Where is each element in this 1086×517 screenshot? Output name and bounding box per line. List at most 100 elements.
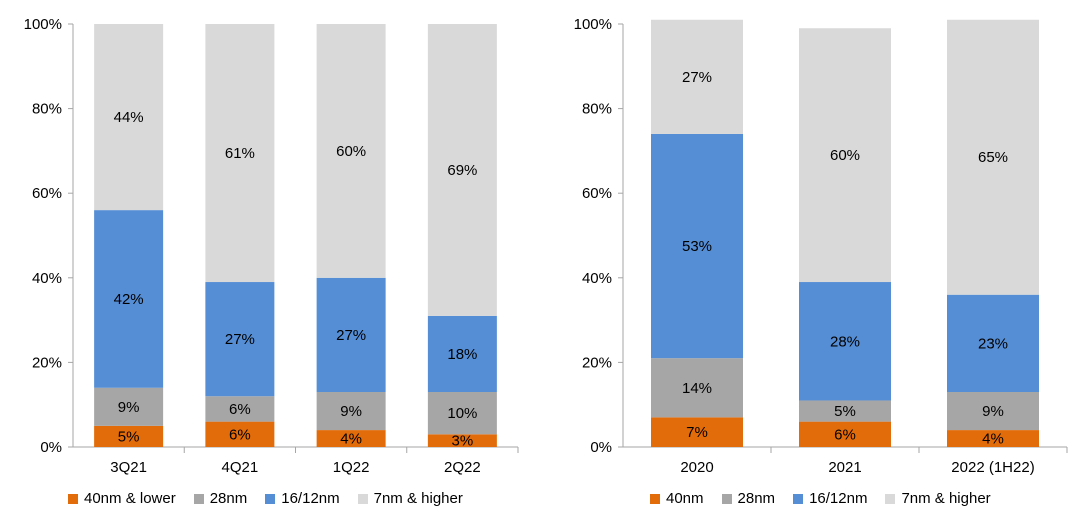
data-label: 28% bbox=[830, 333, 860, 350]
data-label: 6% bbox=[229, 401, 251, 418]
bar-segment bbox=[316, 392, 386, 431]
bar-segment bbox=[799, 28, 891, 283]
data-label: 18% bbox=[447, 346, 477, 363]
bar-segment bbox=[947, 430, 1039, 447]
legend-right-chart: 40nm 28nm 16/12nm 7nm & higher bbox=[650, 490, 1009, 508]
data-label: 9% bbox=[118, 399, 140, 416]
data-label: 4% bbox=[982, 431, 1004, 448]
bar-segment bbox=[947, 19, 1039, 295]
data-label: 10% bbox=[447, 405, 477, 422]
bar-segment bbox=[427, 24, 497, 316]
data-label: 6% bbox=[834, 426, 856, 443]
legend-label: 7nm & higher bbox=[901, 490, 991, 507]
legend-swatch bbox=[265, 494, 276, 504]
data-label: 69% bbox=[447, 162, 477, 179]
bar-segment bbox=[651, 19, 743, 134]
legend-swatch bbox=[357, 494, 368, 504]
data-label: 4% bbox=[340, 431, 362, 448]
legend-label: 40nm bbox=[666, 490, 704, 507]
bar-segment bbox=[947, 392, 1039, 431]
x-tick-label: 4Q21 bbox=[222, 459, 259, 476]
legend-label: 40nm & lower bbox=[84, 490, 176, 507]
bar-segment bbox=[205, 421, 275, 447]
legend-label: 28nm bbox=[737, 490, 776, 507]
data-label: 5% bbox=[834, 403, 856, 420]
legend-label: 16/12nm bbox=[809, 490, 868, 507]
legend-item: 16/12nm bbox=[793, 490, 867, 508]
bar-segment bbox=[316, 430, 386, 447]
bar-segment bbox=[799, 282, 891, 401]
chart-1: 0% 20% 40% 60% 80% 100% 7% 14% 53% 27% 2020 6% 5% 28%… bbox=[574, 16, 1068, 476]
data-label: 27% bbox=[336, 327, 366, 344]
data-label: 42% bbox=[114, 291, 144, 308]
bar-segment bbox=[94, 24, 164, 211]
legend-label: 16/12nm bbox=[281, 490, 340, 507]
data-label: 27% bbox=[682, 69, 712, 86]
y-tick-label: 60% bbox=[32, 185, 62, 202]
y-tick-label: 40% bbox=[32, 270, 62, 287]
x-tick-label: 3Q21 bbox=[110, 459, 147, 476]
chart-0: 0% 20% 40% 60% 80% 100% 5% 9% 42% 44% 3Q21 6% 6% 27% 6… bbox=[24, 16, 519, 476]
data-label: 7% bbox=[686, 424, 708, 441]
data-label: 65% bbox=[978, 149, 1008, 166]
x-tick-label: 1Q22 bbox=[333, 459, 370, 476]
legend-label: 28nm bbox=[209, 490, 248, 507]
legend-swatch bbox=[193, 494, 204, 504]
bar-segment bbox=[799, 421, 891, 447]
x-tick-label: 2Q22 bbox=[444, 459, 481, 476]
data-label: 60% bbox=[830, 147, 860, 164]
legend-swatch bbox=[793, 494, 804, 504]
legend-swatch bbox=[68, 494, 78, 504]
legend-swatch bbox=[650, 494, 660, 504]
bar-segment bbox=[651, 417, 743, 447]
bar-segment bbox=[427, 434, 497, 447]
y-tick-label: 100% bbox=[574, 16, 612, 33]
bar-segment bbox=[205, 282, 275, 397]
x-tick-label: 2022 (1H22) bbox=[951, 459, 1034, 476]
legend-swatch bbox=[885, 494, 896, 504]
y-tick-label: 80% bbox=[582, 101, 612, 118]
bar-segment bbox=[947, 294, 1039, 393]
data-label: 14% bbox=[682, 380, 712, 397]
bar-segment bbox=[205, 396, 275, 422]
bar-segment bbox=[651, 358, 743, 418]
data-label: 3% bbox=[452, 433, 474, 450]
x-tick-label: 2020 bbox=[680, 459, 713, 476]
legend-swatch bbox=[721, 494, 732, 504]
legend-item: 28nm bbox=[721, 490, 776, 508]
bar-segment bbox=[94, 210, 164, 388]
legend-item: 7nm & higher bbox=[885, 490, 991, 508]
legend-left-chart: 40nm & lower 28nm 16/12nm 7nm & higher bbox=[68, 490, 481, 508]
data-label: 61% bbox=[225, 145, 255, 162]
legend-item: 7nm & higher bbox=[357, 490, 463, 508]
legend-item: 40nm bbox=[650, 490, 704, 508]
y-tick-label: 80% bbox=[32, 101, 62, 118]
bar-segment bbox=[94, 387, 164, 426]
bar-segment bbox=[799, 400, 891, 422]
bar-segment bbox=[316, 277, 386, 393]
bar-segment bbox=[651, 133, 743, 359]
bar-segment bbox=[94, 425, 164, 447]
data-label: 23% bbox=[978, 335, 1008, 352]
legend-item: 28nm bbox=[193, 490, 248, 508]
data-label: 6% bbox=[229, 426, 251, 443]
data-label: 9% bbox=[982, 403, 1004, 420]
y-tick-label: 20% bbox=[32, 354, 62, 371]
data-label: 9% bbox=[340, 403, 362, 420]
bar-segment bbox=[427, 315, 497, 393]
bar-segment bbox=[205, 24, 275, 283]
data-label: 60% bbox=[336, 143, 366, 160]
data-label: 27% bbox=[225, 331, 255, 348]
legend-item: 40nm & lower bbox=[68, 490, 176, 508]
y-tick-label: 0% bbox=[40, 439, 62, 456]
legend-item: 16/12nm bbox=[265, 490, 340, 508]
data-label: 53% bbox=[682, 238, 712, 255]
y-tick-label: 40% bbox=[582, 270, 612, 287]
x-tick-label: 2021 bbox=[828, 459, 861, 476]
y-tick-label: 100% bbox=[24, 16, 62, 33]
bar-segment bbox=[316, 24, 386, 278]
y-tick-label: 0% bbox=[590, 439, 612, 456]
data-label: 44% bbox=[114, 109, 144, 126]
bar-segment bbox=[427, 392, 497, 435]
